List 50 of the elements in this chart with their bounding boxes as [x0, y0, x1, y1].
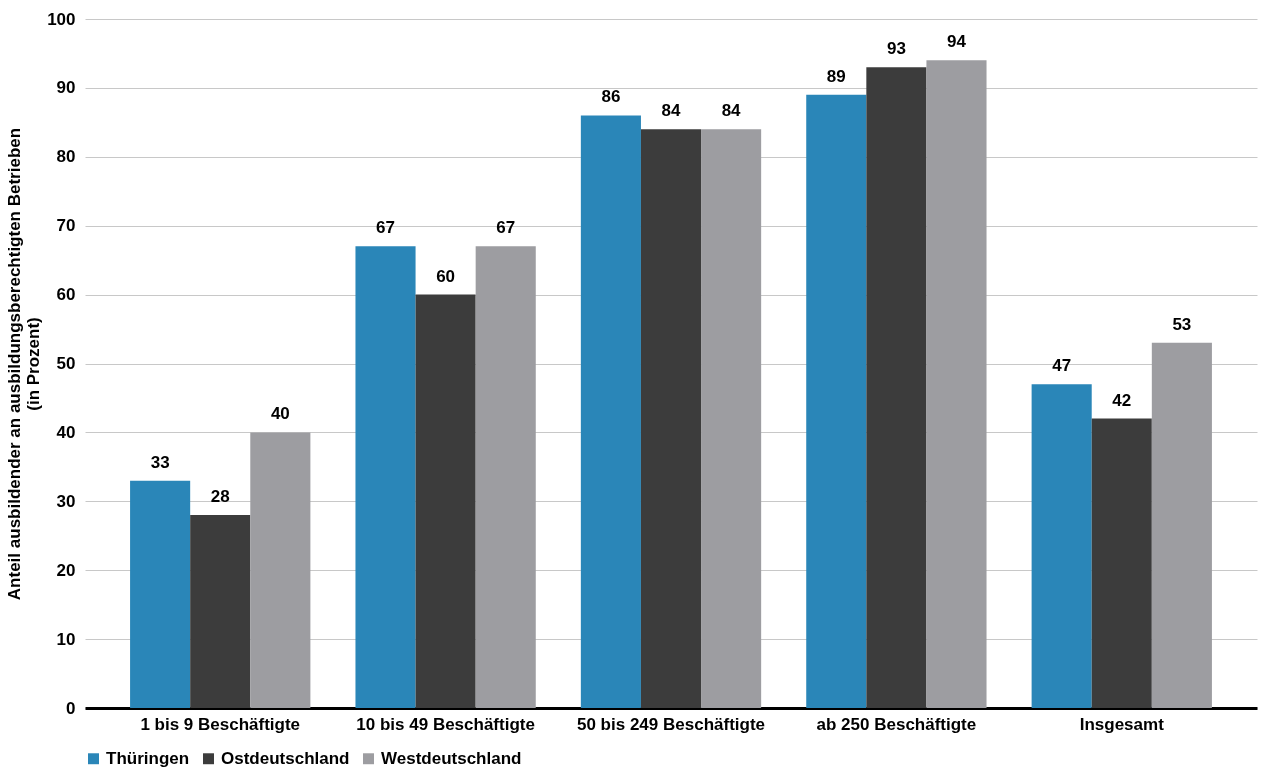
bar	[355, 246, 416, 708]
bar	[130, 480, 191, 708]
data-label: 84	[721, 101, 742, 121]
data-label: 67	[376, 218, 395, 238]
y-axis-title: Anteil ausbildender an ausbildungsberechtigten Betrieben (in Prozent)	[5, 127, 44, 601]
bar	[1091, 418, 1152, 708]
y-tick-label: 60	[56, 285, 76, 305]
bar	[640, 129, 702, 708]
legend-label: Westdeutschland	[381, 748, 522, 768]
x-tick-label: 1 bis 9 Beschäftigte	[140, 714, 301, 734]
bar	[701, 129, 762, 708]
y-tick-label: 10	[56, 629, 76, 649]
data-label: 40	[270, 404, 290, 424]
data-label: 86	[601, 87, 621, 107]
data-label: 60	[436, 266, 456, 286]
y-tick-label: 90	[56, 78, 76, 98]
y-tick-label: 70	[56, 216, 76, 236]
y-tick-label: 100	[47, 9, 76, 29]
legend-label: Ostdeutschland	[221, 748, 350, 768]
data-label: 47	[1052, 356, 1072, 376]
x-tick-label: Insgesamt	[1079, 714, 1165, 734]
y-tick-label: 20	[56, 560, 76, 580]
y-tick-label: 80	[56, 147, 76, 167]
bar	[190, 515, 251, 708]
data-label: 89	[826, 66, 846, 86]
bar	[1151, 342, 1212, 708]
y-tick-label: 30	[56, 491, 76, 511]
y-tick-label: 50	[56, 354, 76, 373]
data-label: 94	[947, 32, 967, 52]
data-label: 53	[1172, 314, 1192, 334]
bar	[806, 94, 867, 708]
bar	[415, 294, 476, 708]
data-label: 84	[661, 101, 681, 121]
x-tick-label: 50 bis 249 Beschäftigte	[576, 714, 766, 734]
bar	[475, 246, 536, 708]
legend-label: Thüringen	[106, 748, 190, 768]
x-tick-label: ab 250 Beschäftigte	[816, 714, 977, 734]
data-label: 42	[1112, 390, 1132, 410]
bar	[1031, 384, 1092, 708]
bar	[250, 432, 311, 708]
bar	[926, 60, 987, 708]
y-tick-label: 0	[66, 698, 76, 718]
x-tick-label: 10 bis 49 Beschäftigte	[356, 714, 535, 734]
data-label: 28	[210, 487, 230, 507]
bar	[580, 115, 641, 708]
bar	[866, 67, 927, 708]
data-label: 67	[496, 218, 516, 238]
y-tick-label: 40	[56, 422, 76, 442]
data-label: 33	[150, 452, 170, 472]
data-label: 93	[886, 39, 906, 59]
